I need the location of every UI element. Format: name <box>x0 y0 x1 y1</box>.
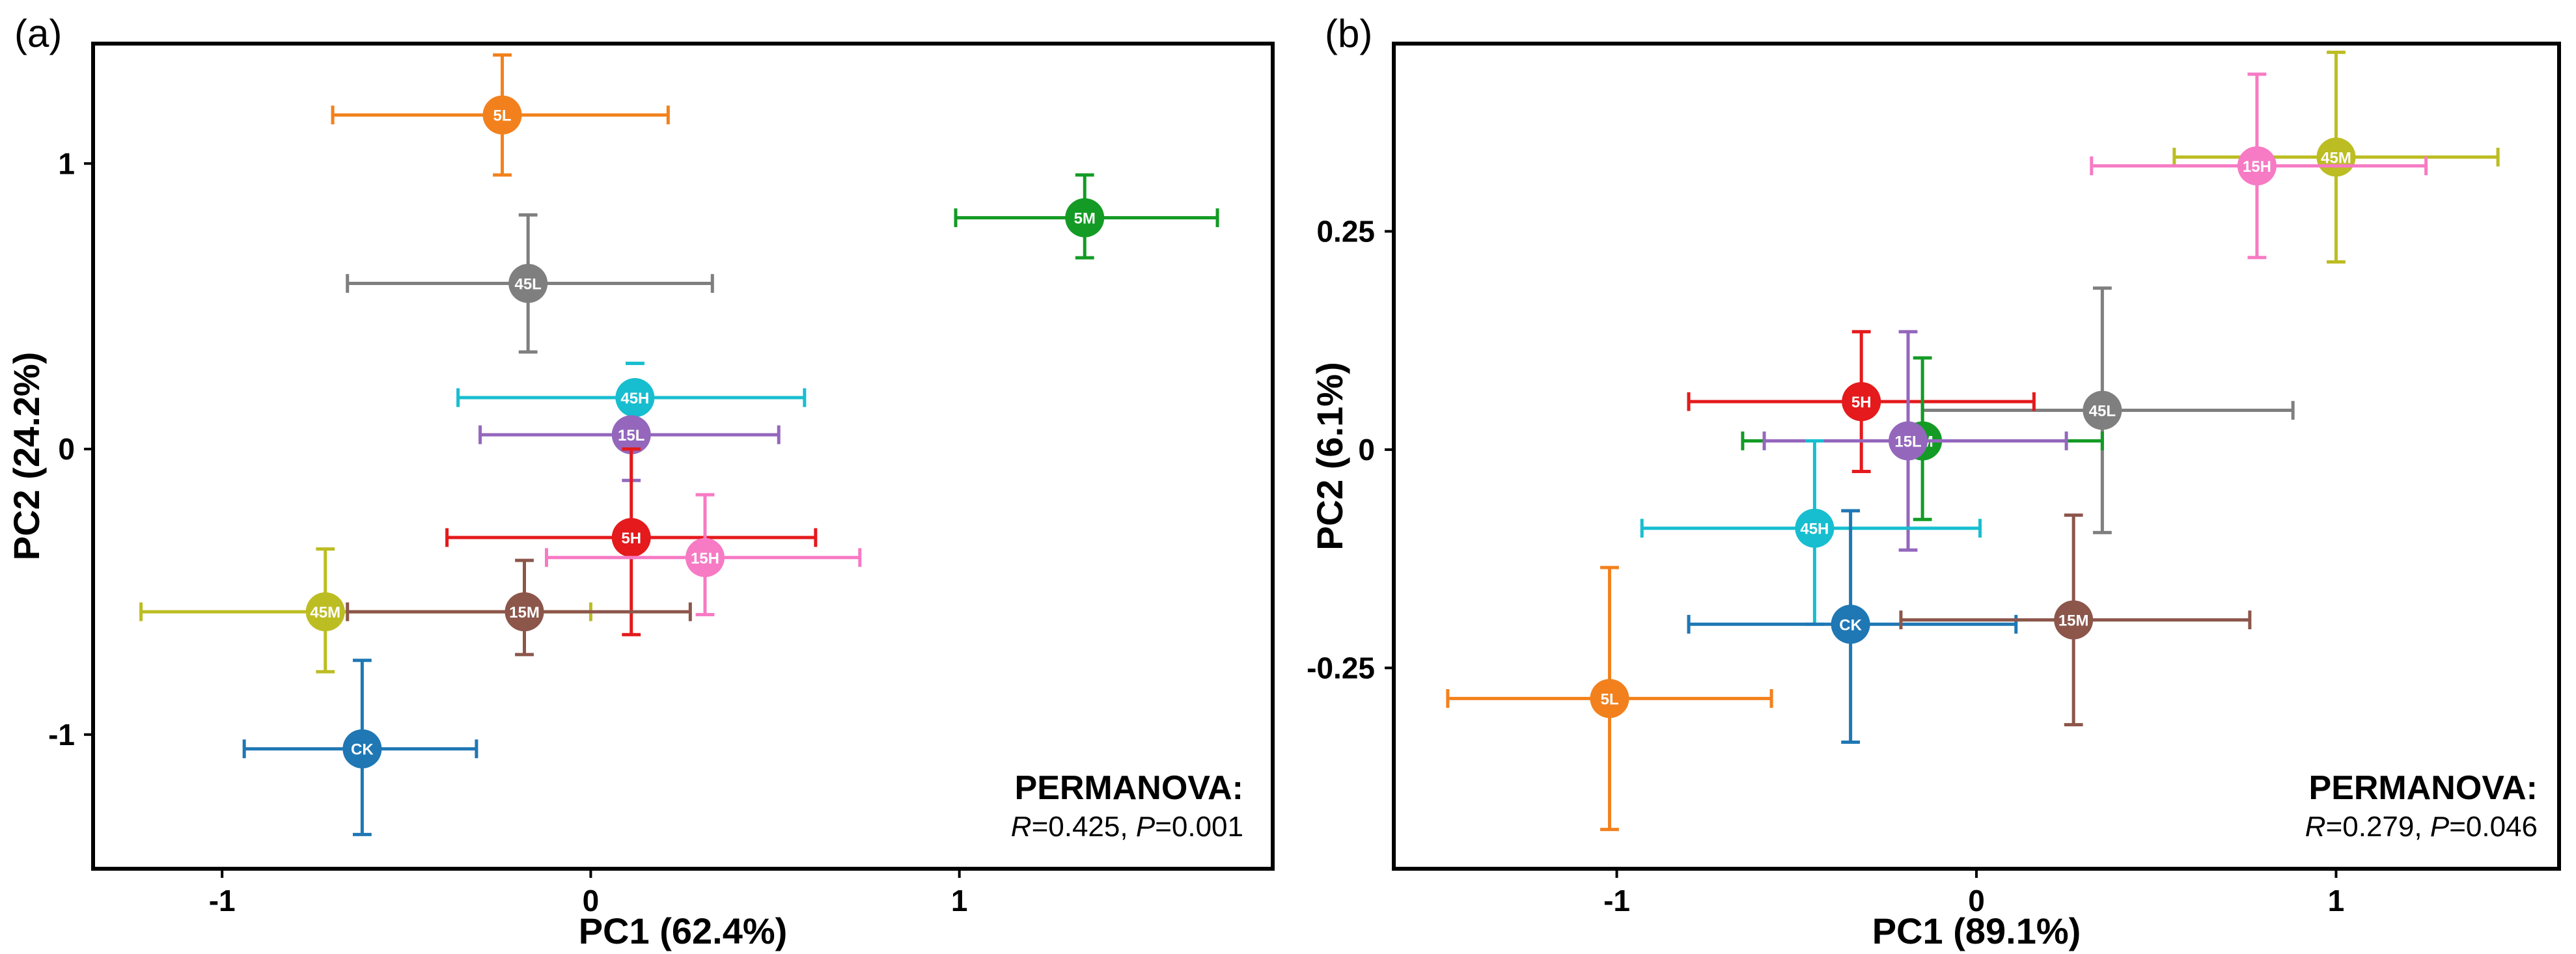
x-tick-label: -1 <box>209 884 236 918</box>
y-tick-label: -0.25 <box>1307 651 1375 685</box>
y-tick-label: 1 <box>58 146 75 180</box>
point-label: CK <box>351 741 374 759</box>
point-marker <box>1590 679 1629 718</box>
point-marker <box>1889 421 1928 461</box>
point-label: CK <box>1839 616 1862 634</box>
y-tick-label: 0.25 <box>1316 214 1375 248</box>
point-marker <box>611 518 651 558</box>
point-marker <box>2054 600 2094 640</box>
data-point-15m: 15M <box>346 558 692 657</box>
point-marker <box>1065 198 1105 238</box>
point-marker <box>685 538 725 577</box>
point-label: 15M <box>2058 612 2089 630</box>
point-label: 5H <box>1851 394 1872 411</box>
permanova-r-label: R <box>2305 811 2326 843</box>
panel-label: (a) <box>14 12 62 55</box>
point-marker <box>1842 382 1881 422</box>
data-point-15l: 15L <box>1762 330 2068 552</box>
point-label: 15L <box>1894 433 1921 451</box>
y-axis-title: PC2 (6.1%) <box>1309 362 1350 550</box>
point-label: 15L <box>618 427 644 444</box>
data-point-45h: 45H <box>456 361 807 418</box>
data-point-ck: CK <box>1687 509 2018 744</box>
point-label: 45M <box>310 604 340 621</box>
x-tick-label: 1 <box>951 884 968 918</box>
x-tick-label: 0 <box>583 884 600 918</box>
data-point-5m: 5M <box>954 173 1219 260</box>
x-tick-label: 1 <box>2328 884 2345 918</box>
permanova-title: PERMANOVA: <box>1015 769 1243 807</box>
point-marker <box>505 592 544 632</box>
point-marker <box>508 264 548 303</box>
panel-b: (b) -1 0 1 -0.25 0 0.25 PC1 (89.1%) PC2 (6.1%) 45… <box>1307 12 2561 951</box>
permanova-title: PERMANOVA: <box>2309 769 2538 807</box>
y-tick-label: 0 <box>1358 433 1375 467</box>
point-label: 45L <box>2089 403 2116 420</box>
point-marker <box>615 378 655 418</box>
data-point-5h: 5H <box>1687 330 2036 473</box>
y-tick-label: -1 <box>48 718 75 752</box>
data-point-15h: 15H <box>544 493 862 617</box>
data-point-45h: 45H <box>1640 439 1982 626</box>
permanova-p-label: P <box>1136 811 1156 843</box>
data-point-45l: 45L <box>1920 286 2295 534</box>
point-marker <box>482 95 522 135</box>
plot-frame <box>91 42 1275 871</box>
permanova-p-value: =0.001 <box>1155 811 1243 843</box>
point-label: 15M <box>509 604 540 621</box>
data-point-5l: 5L <box>331 53 670 177</box>
data-point-5h: 5H <box>445 447 818 636</box>
point-label: 5L <box>493 107 512 125</box>
point-label: 45L <box>514 276 541 293</box>
data-point-15h: 15H <box>2090 72 2428 260</box>
permanova-p-value: =0.046 <box>2449 811 2538 843</box>
permanova-r-value: =0.425, <box>1032 811 1136 843</box>
point-marker <box>2237 146 2277 185</box>
x-axis-title: PC1 (89.1%) <box>1872 910 2081 951</box>
point-marker <box>611 415 651 455</box>
y-axis-title: PC2 (24.2%) <box>6 352 47 561</box>
x-axis-title: PC1 (62.4%) <box>579 910 788 951</box>
point-label: 45H <box>1800 521 1829 538</box>
point-marker <box>305 592 345 632</box>
data-point-45l: 45L <box>346 213 714 354</box>
permanova-p-label: P <box>2430 811 2450 843</box>
data-point-ck: CK <box>242 659 478 836</box>
point-marker <box>342 729 382 769</box>
point-marker <box>2083 390 2122 430</box>
point-marker <box>1795 508 1835 548</box>
panel-label: (b) <box>1325 12 1372 55</box>
data-point-45m: 45M <box>2172 50 2500 264</box>
point-label: 45H <box>620 390 649 407</box>
permanova-stats: R=0.425, P=0.001 <box>1011 811 1243 843</box>
data-point-5l: 5L <box>1446 566 1773 832</box>
permanova-r-value: =0.279, <box>2326 811 2430 843</box>
point-label: 45M <box>2321 149 2351 167</box>
point-label: 5M <box>1074 210 1096 228</box>
data-point-15l: 15L <box>478 415 781 482</box>
panel-a: (a) -1 0 1 -1 0 1 PC1 (62.4%) PC2 (24.2%) 5L 5M 45L… <box>6 12 1275 951</box>
data-point-15m: 15M <box>1899 513 2252 727</box>
point-marker <box>1831 605 1870 644</box>
point-label: 5L <box>1600 690 1618 708</box>
x-tick-label: 0 <box>1968 884 1985 918</box>
y-tick-label: 0 <box>58 432 75 466</box>
x-tick-label: -1 <box>1603 884 1630 918</box>
point-label: 15H <box>2243 158 2271 176</box>
permanova-r-label: R <box>1011 811 1032 843</box>
point-label: 5H <box>621 530 641 547</box>
point-label: 15H <box>691 550 719 567</box>
permanova-stats: R=0.279, P=0.046 <box>2305 811 2538 843</box>
